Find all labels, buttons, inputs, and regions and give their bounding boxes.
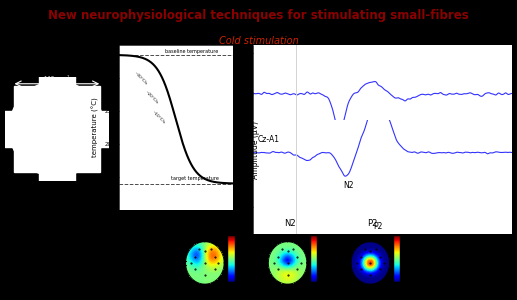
Text: ~20°C/s: ~20°C/s bbox=[143, 90, 158, 105]
Text: P2: P2 bbox=[374, 222, 383, 231]
FancyBboxPatch shape bbox=[39, 146, 75, 182]
Text: N1/P1: N1/P1 bbox=[194, 218, 219, 227]
Text: New neurophysiological techniques for stimulating small-fibres: New neurophysiological techniques for st… bbox=[48, 9, 469, 22]
Y-axis label: temperature (°C): temperature (°C) bbox=[92, 98, 99, 158]
X-axis label: time (ms): time (ms) bbox=[159, 228, 193, 235]
Text: Amplitude (μV): Amplitude (μV) bbox=[251, 121, 261, 179]
Text: N2: N2 bbox=[343, 181, 353, 190]
Text: 38 mm²: 38 mm² bbox=[46, 88, 68, 93]
FancyBboxPatch shape bbox=[39, 76, 75, 112]
Text: baseline temperature: baseline temperature bbox=[165, 49, 218, 54]
Text: N1: N1 bbox=[339, 132, 349, 141]
FancyBboxPatch shape bbox=[74, 111, 110, 147]
Text: 220 ms: 220 ms bbox=[256, 291, 282, 297]
FancyBboxPatch shape bbox=[14, 136, 50, 172]
FancyBboxPatch shape bbox=[64, 86, 100, 122]
Text: target temperature: target temperature bbox=[171, 176, 218, 181]
FancyBboxPatch shape bbox=[4, 111, 40, 147]
Text: Cz-A1: Cz-A1 bbox=[257, 135, 280, 144]
Text: 115 mm²: 115 mm² bbox=[44, 76, 70, 81]
Text: 220 ms: 220 ms bbox=[339, 291, 365, 297]
Circle shape bbox=[9, 82, 104, 176]
X-axis label: Time (sec): Time (sec) bbox=[363, 249, 402, 258]
FancyBboxPatch shape bbox=[36, 108, 78, 150]
Text: Cold stimulation: Cold stimulation bbox=[219, 36, 298, 46]
Text: ~30°C/s: ~30°C/s bbox=[133, 70, 148, 86]
Text: P2: P2 bbox=[367, 218, 377, 227]
Text: ~10°C/s: ~10°C/s bbox=[150, 110, 165, 125]
Text: Tc-Fz: Tc-Fz bbox=[257, 140, 277, 149]
Circle shape bbox=[33, 105, 81, 153]
Text: 196 ms: 196 ms bbox=[174, 291, 200, 297]
Text: N2: N2 bbox=[284, 218, 295, 227]
FancyBboxPatch shape bbox=[64, 136, 100, 172]
FancyBboxPatch shape bbox=[14, 86, 50, 122]
